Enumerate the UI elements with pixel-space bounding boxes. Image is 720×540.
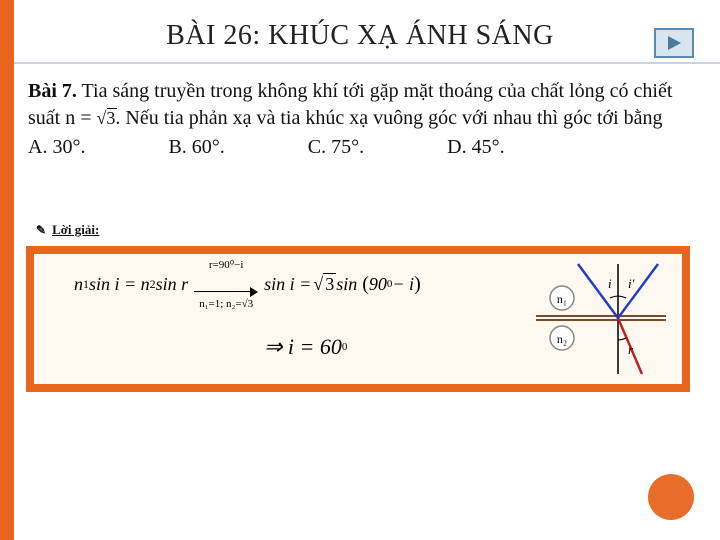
solution-box: n1 sin i = n2 sin r r=90⁰−i n₁=1; n₂=√3 … (26, 246, 690, 392)
question-text: Bài 7. Tia sáng truyền trong không khí t… (28, 78, 690, 161)
pen-icon: ✎ (36, 223, 46, 238)
choice-d: D. 45°. (447, 134, 504, 161)
svg-text:i: i (608, 276, 612, 291)
page-title: BÀI 26: KHÚC XẠ ÁNH SÁNG (0, 20, 720, 52)
corner-circle-accent (648, 474, 694, 520)
left-orange-bar (0, 0, 14, 540)
play-button[interactable] (654, 28, 694, 58)
sqrt-n: √3 (97, 106, 116, 130)
refraction-diagram: n₁ n₂ i i' r (526, 258, 676, 380)
svg-text:n₁: n₁ (557, 292, 567, 306)
question-label: Bài 7. (28, 80, 77, 102)
equation-line-1: n1 sin i = n2 sin r r=90⁰−i n₁=1; n₂=√3 … (74, 272, 421, 296)
choice-a: A. 30°. (28, 134, 85, 161)
horizontal-rule (14, 62, 720, 64)
choice-c: C. 75°. (308, 134, 364, 161)
equation-line-2: ⇒ i = 600 (264, 334, 347, 360)
sqrt3-inline: 3 (311, 274, 336, 295)
svg-text:i': i' (628, 276, 635, 291)
question-part2: . Nếu tia phản xạ và tia khúc xạ vuông g… (115, 107, 662, 129)
choice-b: B. 60°. (168, 134, 224, 161)
play-icon (665, 34, 683, 52)
solution-label: ✎Lời giải: (36, 222, 99, 238)
answer-choices: A. 30°. B. 60°. C. 75°. D. 45°. (28, 134, 690, 161)
arrow-with-conditions: r=90⁰−i n₁=1; n₂=√3 (194, 272, 258, 296)
svg-text:n₂: n₂ (557, 332, 567, 346)
solution-inner: n1 sin i = n2 sin r r=90⁰−i n₁=1; n₂=√3 … (34, 254, 682, 384)
